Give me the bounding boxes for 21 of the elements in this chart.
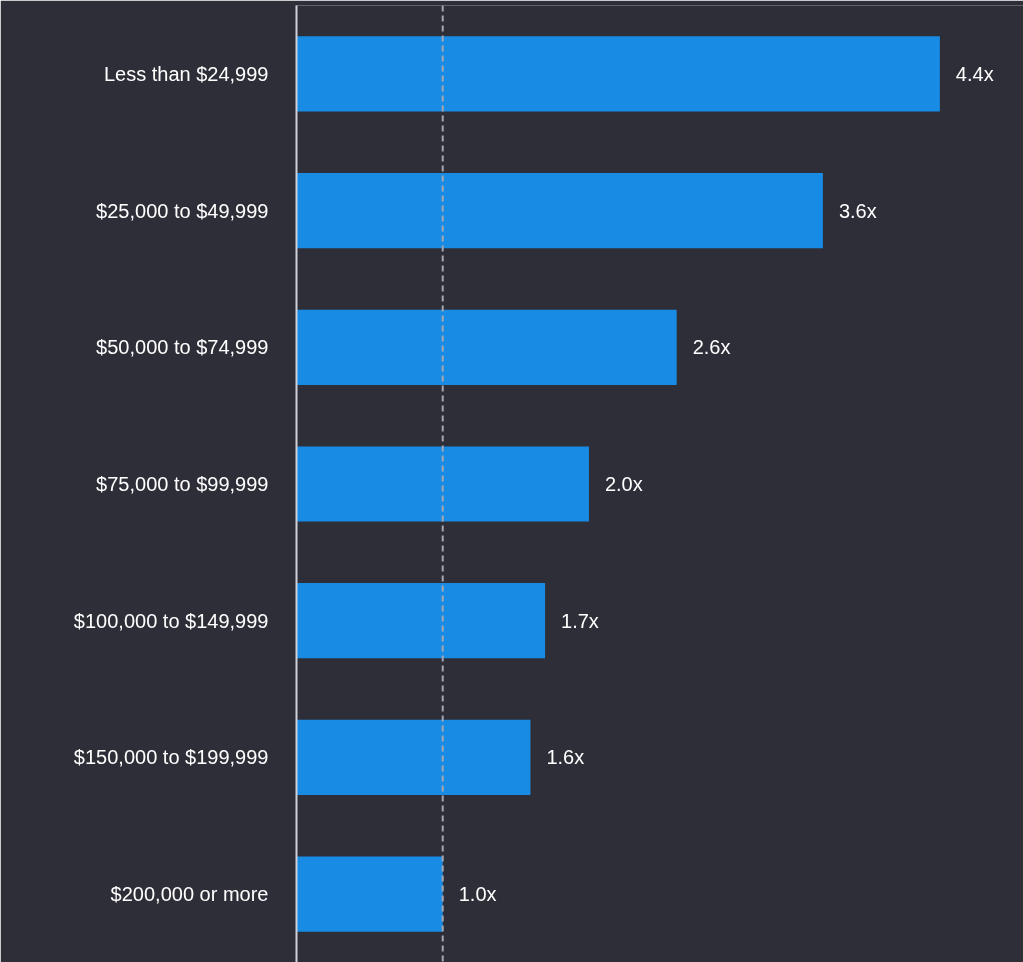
bar bbox=[296, 446, 589, 522]
bar bbox=[296, 719, 531, 796]
bar bbox=[296, 583, 546, 659]
data-label: 3.6x bbox=[838, 199, 877, 222]
y-tick-label: $150,000 to $199,999 bbox=[73, 746, 269, 769]
data-label: 4.4x bbox=[955, 62, 994, 85]
data-label: 1.6x bbox=[546, 746, 585, 769]
data-label: 2.0x bbox=[604, 473, 643, 495]
y-tick-label: $50,000 to $74,999 bbox=[96, 336, 269, 359]
y-tick-label: $25,000 to $49,999 bbox=[96, 199, 269, 222]
bar bbox=[296, 36, 940, 112]
bar bbox=[296, 856, 443, 932]
bar bbox=[296, 172, 823, 249]
y-tick-label: $75,000 to $99,999 bbox=[96, 473, 269, 495]
bar bbox=[296, 309, 677, 385]
y-tick-label: $100,000 to $149,999 bbox=[73, 609, 269, 632]
y-tick-label: Less than $24,999 bbox=[103, 62, 269, 85]
data-label: 2.6x bbox=[692, 336, 731, 359]
y-tick-label: $200,000 or more bbox=[110, 883, 269, 906]
data-label: 1.0x bbox=[458, 883, 497, 906]
data-label: 1.7x bbox=[561, 609, 599, 632]
